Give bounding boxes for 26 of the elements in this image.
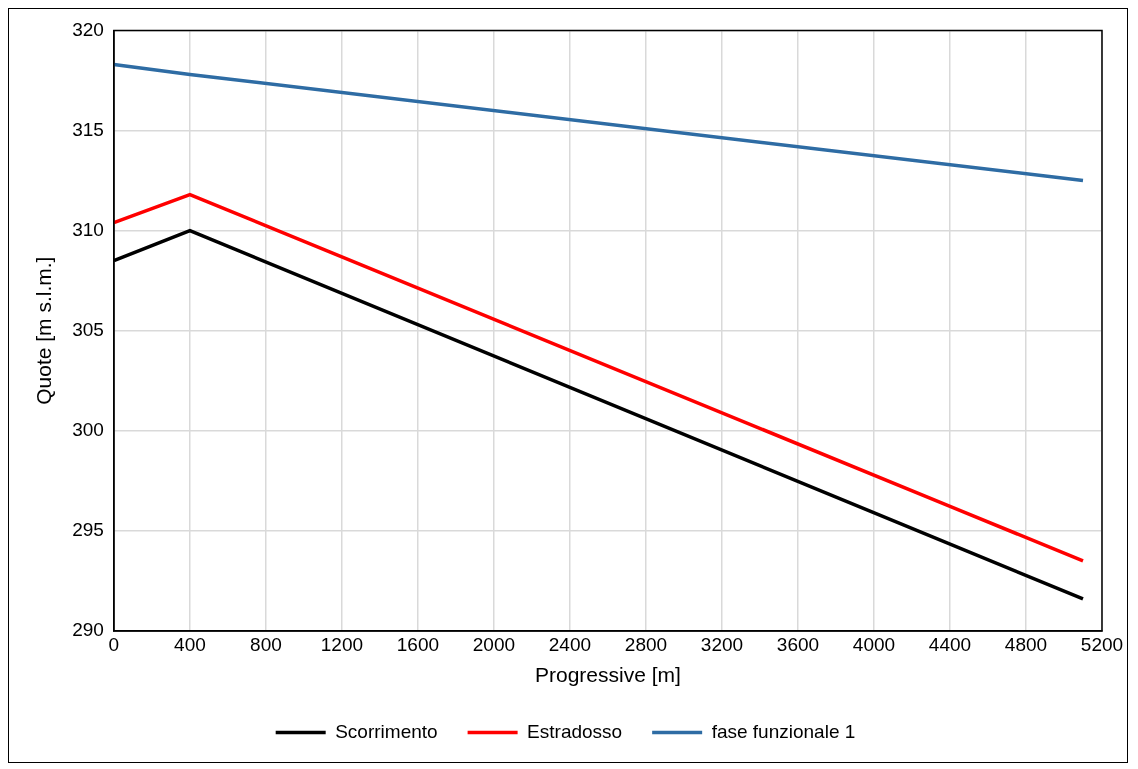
y-tick-label: 305 <box>72 318 104 340</box>
x-tick-label: 4800 <box>1004 633 1048 655</box>
x-tick-label: 0 <box>108 633 120 655</box>
x-axis-title: Progressive [m] <box>535 663 681 687</box>
y-tick-label: 310 <box>72 218 104 240</box>
y-axis-title: Quote [m s.l.m.] <box>32 256 56 405</box>
x-tick-label: 3200 <box>700 633 744 655</box>
x-tick-label: 4400 <box>928 633 972 655</box>
y-tick-label: 290 <box>72 619 104 641</box>
x-tick-label: 400 <box>174 633 206 655</box>
y-tick-label: 295 <box>72 519 104 541</box>
y-tick-label: 315 <box>72 118 104 140</box>
x-tick-label: 2000 <box>472 633 516 655</box>
x-tick-label: 3600 <box>776 633 820 655</box>
x-tick-label: 4000 <box>852 633 896 655</box>
x-tick-label: 2800 <box>624 633 668 655</box>
legend-label: fase funzionale 1 <box>711 720 856 742</box>
x-tick-label: 2400 <box>548 633 592 655</box>
y-tick-label: 320 <box>72 18 104 40</box>
legend-label: Estradosso <box>527 720 623 742</box>
y-tick-label: 300 <box>72 419 104 441</box>
x-tick-label: 5200 <box>1080 633 1124 655</box>
x-tick-label: 1200 <box>320 633 364 655</box>
x-tick-label: 800 <box>250 633 282 655</box>
legend-label: Scorrimento <box>335 720 438 742</box>
x-tick-label: 1600 <box>396 633 440 655</box>
